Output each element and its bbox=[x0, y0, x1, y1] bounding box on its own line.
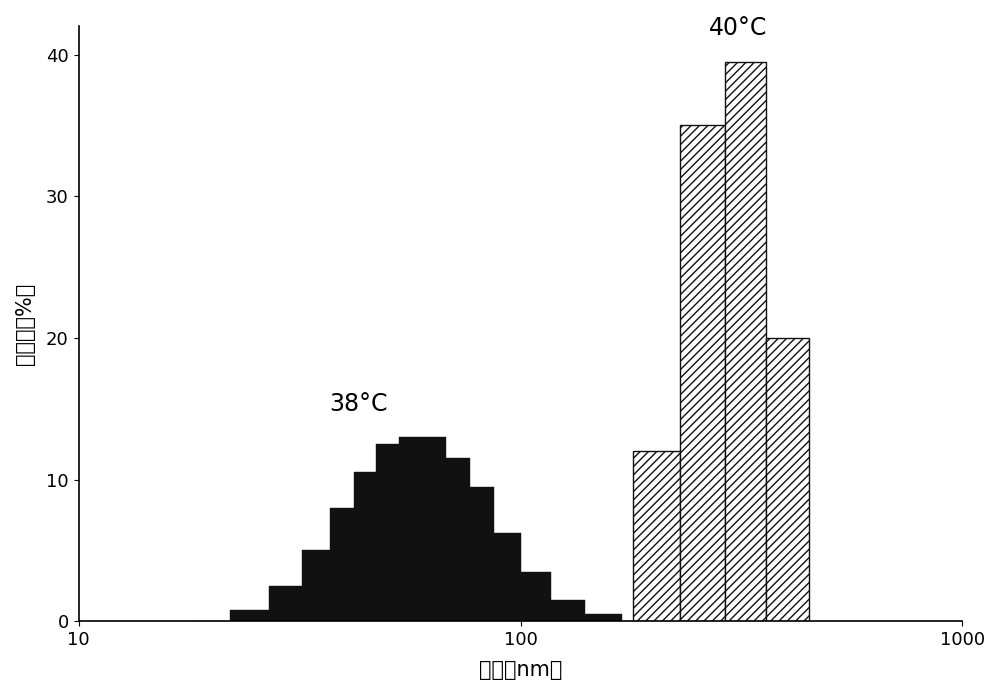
Bar bbox=[680, 125, 725, 621]
X-axis label: 粒径（nm）: 粒径（nm） bbox=[479, 660, 562, 680]
Bar bbox=[585, 614, 622, 621]
Bar bbox=[269, 586, 302, 621]
Bar bbox=[376, 444, 399, 621]
Bar bbox=[766, 338, 809, 621]
Bar bbox=[399, 437, 422, 621]
Bar bbox=[230, 610, 269, 621]
Bar bbox=[521, 571, 551, 621]
Text: 40°C: 40°C bbox=[708, 17, 767, 40]
Bar bbox=[330, 508, 354, 621]
Bar bbox=[494, 533, 521, 621]
Bar bbox=[725, 62, 766, 621]
Bar bbox=[354, 473, 376, 621]
Bar bbox=[633, 451, 680, 621]
Text: 38°C: 38°C bbox=[329, 392, 388, 416]
Bar bbox=[551, 600, 585, 621]
Bar bbox=[302, 550, 330, 621]
Bar bbox=[422, 437, 446, 621]
Bar bbox=[470, 486, 494, 621]
Y-axis label: 百分比（%）: 百分比（%） bbox=[15, 283, 35, 365]
Bar bbox=[446, 458, 470, 621]
